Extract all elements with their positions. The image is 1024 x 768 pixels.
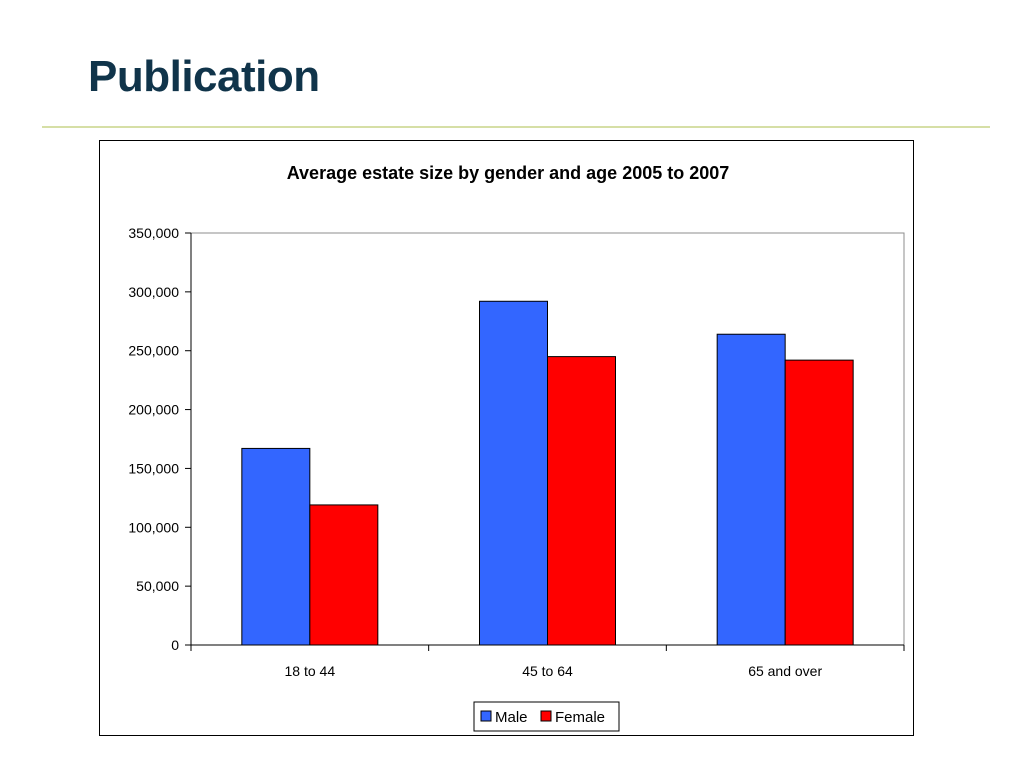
- title-divider: [42, 126, 990, 128]
- bar-chart: Average estate size by gender and age 20…: [128, 163, 905, 732]
- bars: [241, 300, 854, 646]
- x-tick-label: 45 to 64: [522, 663, 573, 679]
- y-tick-label: 0: [171, 637, 179, 653]
- x-axis: 18 to 44 45 to 64 65 and over: [190, 644, 905, 679]
- slide-title: Publication: [88, 52, 320, 101]
- bar-male-3: [716, 333, 786, 646]
- y-axis: 0 50,000 100,000 150,000 200,000 250,000 300,0…: [128, 225, 192, 653]
- chart-frame: Average estate size by gender and age 20…: [99, 140, 914, 736]
- legend-swatch-female: [540, 710, 552, 722]
- bar-male-2: [479, 300, 548, 646]
- bar-female-2: [547, 356, 616, 646]
- legend-label-male: Male: [495, 709, 528, 726]
- y-tick-label: 250,000: [128, 343, 179, 359]
- y-tick-label: 50,000: [136, 578, 179, 594]
- legend-label-female: Female: [555, 709, 605, 726]
- y-tick-label: 100,000: [128, 519, 179, 535]
- x-tick-label: 65 and over: [748, 663, 822, 679]
- y-tick-label: 350,000: [128, 225, 179, 241]
- y-tick-label: 150,000: [128, 460, 179, 476]
- legend: Male Female: [473, 701, 620, 732]
- chart-title: Average estate size by gender and age 20…: [287, 163, 730, 183]
- y-tick-label: 200,000: [128, 402, 179, 418]
- bar-female-3: [784, 359, 854, 646]
- bar-female-1: [309, 504, 379, 646]
- y-tick-label: 300,000: [128, 284, 179, 300]
- x-tick-label: 18 to 44: [285, 663, 336, 679]
- bar-male-1: [241, 447, 311, 646]
- legend-swatch-male: [480, 710, 492, 722]
